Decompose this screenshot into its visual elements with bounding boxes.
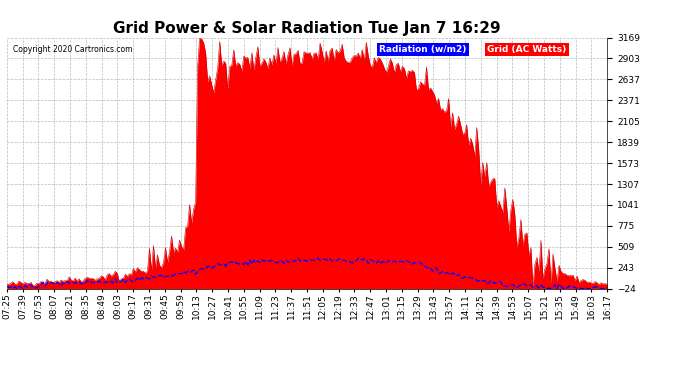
Text: Grid (AC Watts): Grid (AC Watts) xyxy=(487,45,566,54)
Title: Grid Power & Solar Radiation Tue Jan 7 16:29: Grid Power & Solar Radiation Tue Jan 7 1… xyxy=(113,21,501,36)
Text: Radiation (w/m2): Radiation (w/m2) xyxy=(379,45,466,54)
Text: Copyright 2020 Cartronics.com: Copyright 2020 Cartronics.com xyxy=(13,45,132,54)
